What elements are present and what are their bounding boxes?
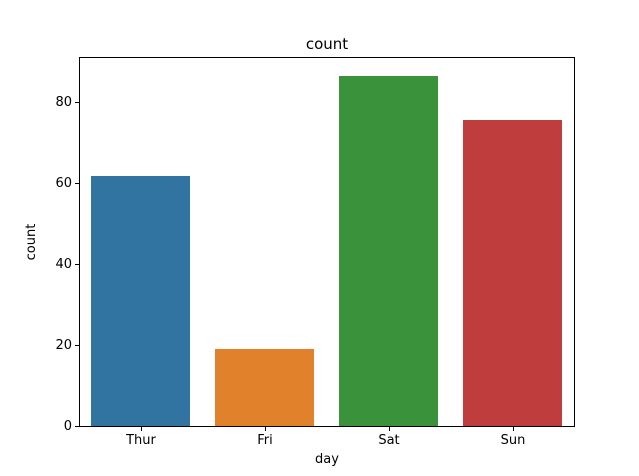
y-tick-label-20: 20 <box>55 338 72 353</box>
y-tick-mark-80 <box>75 102 79 103</box>
y-tick-label-0: 0 <box>63 419 72 434</box>
bar-thur <box>91 176 190 426</box>
y-tick-label-60: 60 <box>55 176 72 191</box>
x-tick-mark-sun <box>513 427 514 431</box>
x-tick-mark-thur <box>141 427 142 431</box>
x-tick-mark-sat <box>389 427 390 431</box>
x-tick-mark-fri <box>265 427 266 431</box>
y-tick-label-80: 80 <box>55 95 72 110</box>
x-tick-label-sun: Sun <box>500 433 526 448</box>
bars-layer <box>80 58 574 426</box>
x-axis-label: day <box>315 452 339 467</box>
y-axis-label: count <box>24 223 39 261</box>
bar-sat <box>339 76 438 426</box>
x-tick-label-thur: Thur <box>126 433 156 448</box>
x-tick-label-fri: Fri <box>257 433 273 448</box>
y-tick-label-40: 40 <box>55 257 72 272</box>
y-tick-mark-40 <box>75 264 79 265</box>
y-tick-mark-60 <box>75 183 79 184</box>
bar-fri <box>215 349 314 426</box>
plot-area <box>79 57 575 427</box>
bar-sun <box>463 120 562 426</box>
y-tick-mark-20 <box>75 345 79 346</box>
chart-title: count <box>305 35 349 53</box>
y-tick-mark-0 <box>75 426 79 427</box>
x-tick-label-sat: Sat <box>378 433 400 448</box>
